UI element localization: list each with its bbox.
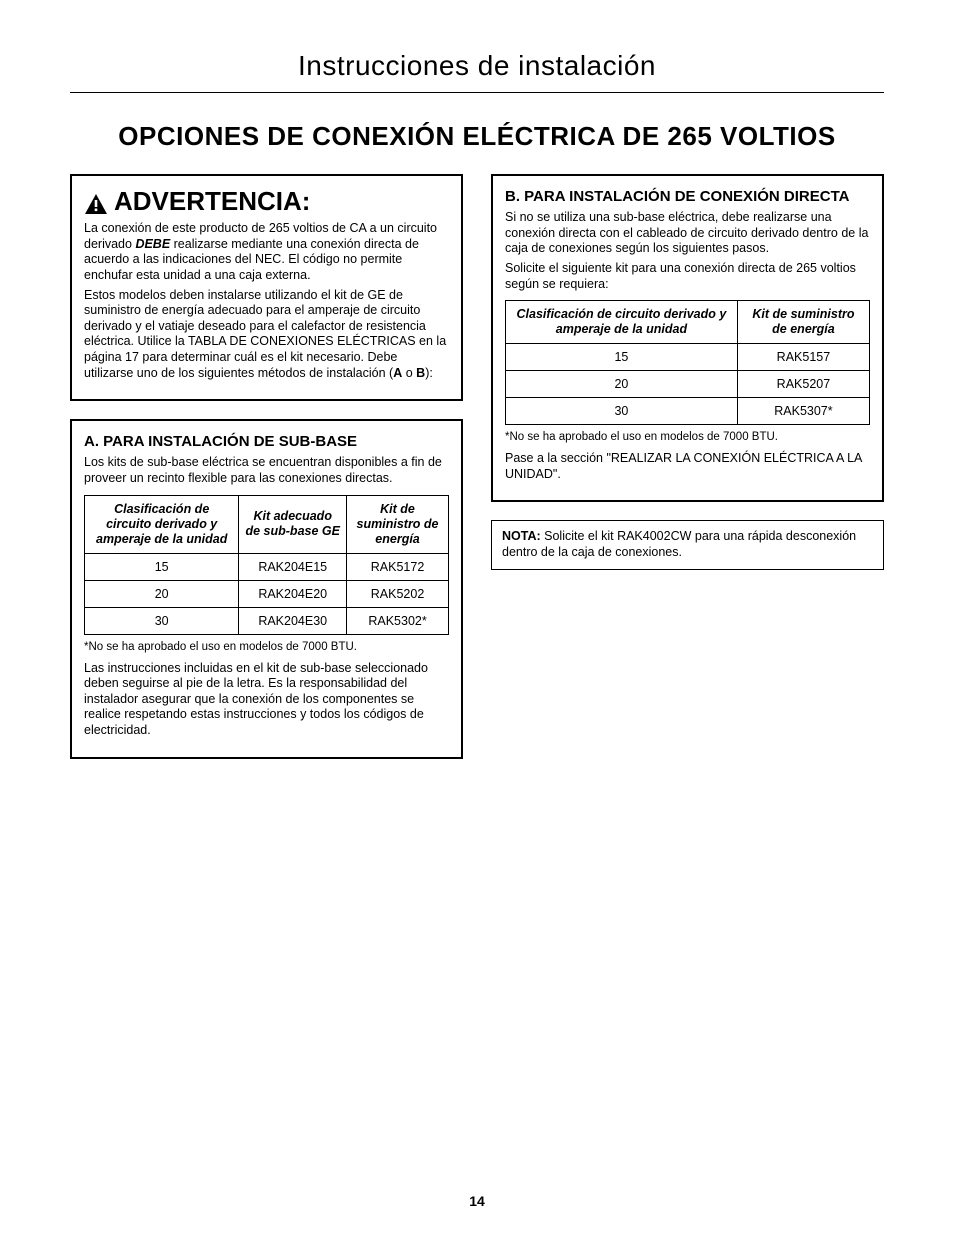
warning-label: ADVERTENCIA: xyxy=(114,186,310,217)
table-header: Kit adecuado de sub-base GE xyxy=(239,495,347,553)
page-number: 14 xyxy=(0,1193,954,1209)
warning-paragraph-1: La conexión de este producto de 265 volt… xyxy=(84,221,449,284)
page: Instrucciones de instalación OPCIONES DE… xyxy=(0,0,954,1235)
text-emphasis: B xyxy=(416,366,425,380)
table-header-row: Clasificación de circuito derivado y amp… xyxy=(85,495,449,553)
table-header: Clasificación de circuito derivado y amp… xyxy=(85,495,239,553)
text-emphasis: DEBE xyxy=(135,237,170,251)
note-text: Solicite el kit RAK4002CW para una rápid… xyxy=(502,529,856,559)
table-cell: 30 xyxy=(85,607,239,634)
section-b-after: Pase a la sección "REALIZAR LA CONEXIÓN … xyxy=(505,451,870,482)
warning-paragraph-2: Estos modelos deben instalarse utilizand… xyxy=(84,288,449,382)
warning-heading: ADVERTENCIA: xyxy=(84,186,449,217)
table-cell: RAK204E20 xyxy=(239,580,347,607)
left-column: ADVERTENCIA: La conexión de este product… xyxy=(70,174,463,777)
table-row: 30 RAK204E30 RAK5302* xyxy=(85,607,449,634)
table-cell: RAK204E30 xyxy=(239,607,347,634)
table-header-row: Clasificación de circuito derivado y amp… xyxy=(506,301,870,344)
table-cell: RAK5302* xyxy=(347,607,449,634)
section-a-footnote: *No se ha aprobado el uso en modelos de … xyxy=(84,641,449,653)
section-b-table: Clasificación de circuito derivado y amp… xyxy=(505,300,870,425)
warning-triangle-icon xyxy=(84,191,108,213)
table-header: Clasificación de circuito derivado y amp… xyxy=(506,301,738,344)
warning-box: ADVERTENCIA: La conexión de este product… xyxy=(70,174,463,401)
table-cell: RAK5157 xyxy=(737,344,869,371)
section-a-table: Clasificación de circuito derivado y amp… xyxy=(84,495,449,635)
table-header: Kit de suministro de energía xyxy=(347,495,449,553)
section-a-intro: Los kits de sub-base eléctrica se encuen… xyxy=(84,455,449,486)
document-header: Instrucciones de instalación xyxy=(70,50,884,93)
table-row: 30 RAK5307* xyxy=(506,398,870,425)
note-box: NOTA: Solicite el kit RAK4002CW para una… xyxy=(491,520,884,569)
table-header: Kit de suministro de energía xyxy=(737,301,869,344)
section-b-heading: B. PARA INSTALACIÓN DE CONEXIÓN DIRECTA xyxy=(505,188,870,206)
section-a-box: A. PARA INSTALACIÓN DE SUB-BASE Los kits… xyxy=(70,419,463,758)
table-row: 20 RAK204E20 RAK5202 xyxy=(85,580,449,607)
table-row: 15 RAK5157 xyxy=(506,344,870,371)
table-row: 20 RAK5207 xyxy=(506,371,870,398)
section-b-p1: Si no se utiliza una sub-base eléctrica,… xyxy=(505,210,870,257)
table-row: 15 RAK204E15 RAK5172 xyxy=(85,553,449,580)
section-b-p2: Solicite el siguiente kit para una conex… xyxy=(505,261,870,292)
right-column: B. PARA INSTALACIÓN DE CONEXIÓN DIRECTA … xyxy=(491,174,884,777)
table-cell: RAK204E15 xyxy=(239,553,347,580)
note-label: NOTA: xyxy=(502,529,541,543)
table-cell: 15 xyxy=(506,344,738,371)
section-b-footnote: *No se ha aprobado el uso en modelos de … xyxy=(505,431,870,443)
table-cell: 30 xyxy=(506,398,738,425)
table-cell: RAK5202 xyxy=(347,580,449,607)
table-cell: RAK5307* xyxy=(737,398,869,425)
section-a-after: Las instrucciones incluidas en el kit de… xyxy=(84,661,449,739)
section-a-heading: A. PARA INSTALACIÓN DE SUB-BASE xyxy=(84,433,449,451)
text: ): xyxy=(425,366,433,380)
two-column-layout: ADVERTENCIA: La conexión de este product… xyxy=(70,174,884,777)
table-cell: RAK5172 xyxy=(347,553,449,580)
text: Estos modelos deben instalarse utilizand… xyxy=(84,288,446,380)
table-cell: 20 xyxy=(85,580,239,607)
text: o xyxy=(402,366,416,380)
table-cell: 15 xyxy=(85,553,239,580)
table-cell: 20 xyxy=(506,371,738,398)
table-cell: RAK5207 xyxy=(737,371,869,398)
page-title: OPCIONES DE CONEXIÓN ELÉCTRICA DE 265 VO… xyxy=(70,121,884,152)
text-emphasis: A xyxy=(393,366,402,380)
section-b-box: B. PARA INSTALACIÓN DE CONEXIÓN DIRECTA … xyxy=(491,174,884,502)
